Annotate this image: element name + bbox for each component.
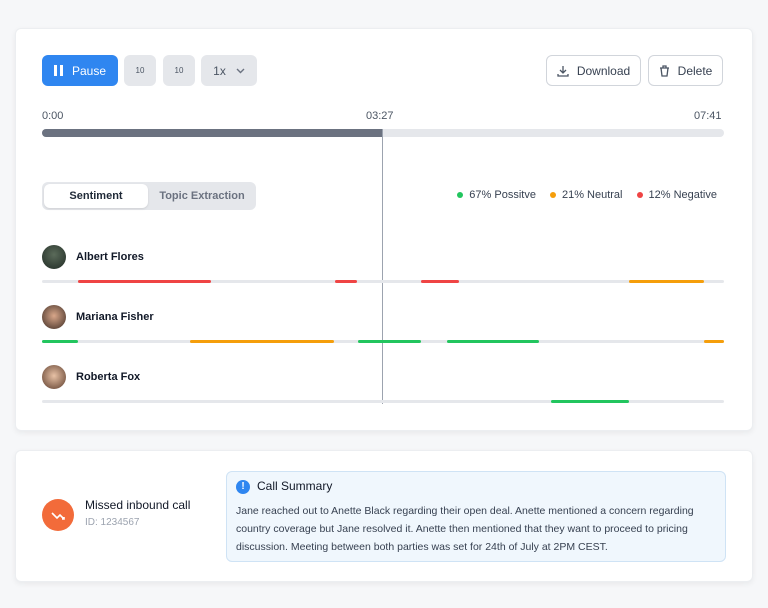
speaker-track (42, 280, 724, 283)
player-card (15, 28, 753, 431)
speaker-name: Mariana Fisher (76, 311, 154, 323)
time-end: 07:41 (694, 110, 722, 122)
download-icon (557, 65, 569, 77)
tab[interactable]: Topic Extraction (159, 190, 245, 202)
speaker-track (42, 400, 724, 403)
speaker-name: Albert Flores (76, 251, 144, 263)
info-icon: ! (236, 480, 250, 494)
legend-label: 67% Possitve (469, 189, 536, 201)
call-icon (42, 499, 74, 531)
call-id: ID: 1234567 (85, 517, 140, 528)
delete-icon (659, 64, 669, 77)
download-label: Download (576, 63, 631, 78)
speed-button[interactable]: 1x (201, 55, 257, 86)
speaker-track (42, 340, 724, 343)
legend-item: 67% Possitve (457, 189, 536, 201)
legend: 67% Possitve 21% Neutral 12% Negative (457, 189, 717, 201)
call-title: Missed inbound call (85, 498, 191, 512)
summary-box (226, 471, 726, 562)
pause-button[interactable]: Pause (42, 55, 118, 86)
summary-title: Call Summary (257, 479, 333, 493)
speaker-name: Roberta Fox (76, 371, 141, 383)
pause-label: Pause (71, 63, 107, 78)
playhead (382, 129, 383, 404)
legend-item: 12% Negative (636, 189, 718, 201)
speed-label: 1x (213, 63, 226, 78)
chevron (236, 68, 245, 73)
avatar (42, 365, 66, 389)
delete-label: Delete (677, 63, 713, 78)
avatar (42, 245, 66, 269)
delete-button[interactable]: Delete (648, 55, 723, 86)
skip-back-label: 10 (135, 66, 145, 75)
skip-forward-label: 10 (174, 66, 184, 75)
time-current: 03:27 (366, 110, 394, 122)
skip-back-button[interactable]: 10 (124, 55, 156, 86)
legend-item: 21% Neutral (549, 189, 623, 201)
tab[interactable]: Sentiment (44, 184, 148, 208)
download-button[interactable]: Download (546, 55, 641, 86)
legend-label: 21% Neutral (561, 189, 623, 201)
legend-label: 12% Negative (648, 189, 718, 201)
pause-icon (53, 65, 63, 76)
summary-text: Jane reached out to Anette Black regardi… (236, 505, 694, 553)
progress-fill (42, 129, 382, 137)
skip-forward-button[interactable]: 10 (163, 55, 195, 86)
progress-track[interactable] (42, 129, 724, 137)
avatar (42, 305, 66, 329)
time-start: 0:00 (42, 110, 64, 122)
